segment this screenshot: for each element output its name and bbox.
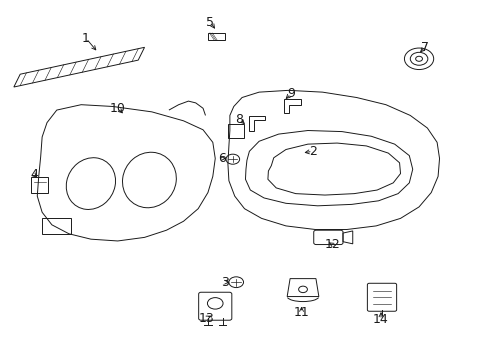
Text: 13: 13 (198, 311, 214, 325)
Text: 10: 10 (110, 102, 125, 115)
Text: 6: 6 (217, 152, 225, 165)
Text: 4: 4 (30, 168, 38, 181)
Text: 7: 7 (420, 41, 428, 54)
Text: 1: 1 (82, 32, 90, 45)
Text: 8: 8 (235, 113, 243, 126)
Text: 9: 9 (286, 87, 294, 100)
Text: 2: 2 (308, 145, 316, 158)
Text: 14: 14 (372, 313, 388, 327)
Text: 12: 12 (324, 238, 340, 251)
Text: 11: 11 (293, 306, 309, 319)
Text: 3: 3 (221, 276, 228, 289)
Text: 5: 5 (206, 16, 214, 29)
